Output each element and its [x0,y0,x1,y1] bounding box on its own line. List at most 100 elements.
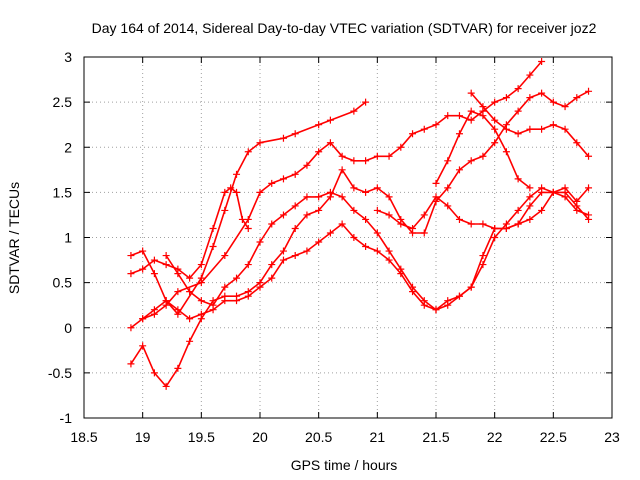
data-point [362,215,370,223]
gridlines [84,57,612,418]
data-point [197,297,205,305]
data-point [256,283,264,291]
data-point [162,297,170,305]
data-point [409,283,417,291]
data-point [268,179,276,187]
data-point [303,161,311,169]
data-point [291,224,299,232]
data-point [526,215,534,223]
series-arc-1 [127,98,370,318]
data-point [174,270,182,278]
data-point [385,193,393,201]
data-point [303,247,311,255]
data-point [420,125,428,133]
y-tick-label: 0 [64,320,72,336]
data-point [350,206,358,214]
data-point [514,130,522,138]
data-point [538,58,546,66]
data-point [502,125,510,133]
data-point [233,170,241,178]
data-point [444,184,452,192]
data-point [186,315,194,323]
data-point [467,283,475,291]
series-arc-2 [127,184,252,282]
data-point [244,224,252,232]
data-point [420,229,428,237]
data-point [326,188,334,196]
chart-title: Day 164 of 2014, Sidereal Day-to-day VTE… [92,20,597,36]
x-tick-label: 20.5 [305,429,332,445]
x-tick-label: 22 [487,429,503,445]
series-line [130,187,249,279]
data-point [514,220,522,228]
data-point [444,157,452,165]
data-point [444,202,452,210]
y-tick-label: 3 [64,49,72,65]
data-point [362,98,370,106]
y-axis-label: SDTVAR / TECUs [6,182,22,294]
y-tick-label: 2.5 [53,94,73,110]
data-point [397,265,405,273]
data-point [127,324,135,332]
data-point [350,184,358,192]
axis-ticks [83,56,613,419]
data-point [150,270,158,278]
data-point [467,89,475,97]
data-point [467,220,475,228]
data-point [526,184,534,192]
data-point [397,143,405,151]
data-point [150,369,158,377]
x-tick-label: 19 [135,429,151,445]
data-point [315,193,323,201]
data-point [279,134,287,142]
data-point [585,152,593,160]
data-point [549,98,557,106]
data-point [256,188,264,196]
data-point [373,206,381,214]
data-point [479,252,487,260]
data-point [197,310,205,318]
data-point [467,116,475,124]
data-point [209,301,217,309]
series-line [142,187,589,320]
series-arc-5 [139,184,593,323]
data-point [526,202,534,210]
data-point [186,274,194,282]
data-point [174,364,182,372]
data-point [385,211,393,219]
data-point [561,125,569,133]
data-point [139,315,147,323]
data-point [291,202,299,210]
series-line [435,110,531,189]
data-point [514,175,522,183]
data-point [139,265,147,273]
data-point [127,360,135,368]
data-point [362,188,370,196]
data-point [315,121,323,129]
data-point [385,256,393,264]
data-point [491,234,499,241]
data-point [385,247,393,255]
x-axis-label: GPS time / hours [291,457,398,473]
data-point [502,94,510,102]
data-point [455,292,463,300]
data-point [573,202,581,210]
data-point [174,306,182,314]
data-point [549,188,557,196]
data-point [233,297,241,305]
x-tick-label: 20 [252,429,268,445]
data-point [455,166,463,174]
data-point [479,112,487,120]
data-point [244,148,252,156]
data-point [279,247,287,255]
data-point [326,229,334,237]
data-point [526,71,534,79]
data-point [162,252,170,260]
data-point [538,188,546,196]
data-point [338,193,346,201]
data-point [303,193,311,201]
data-point [209,224,217,232]
data-point [585,87,593,95]
data-point [221,297,229,305]
